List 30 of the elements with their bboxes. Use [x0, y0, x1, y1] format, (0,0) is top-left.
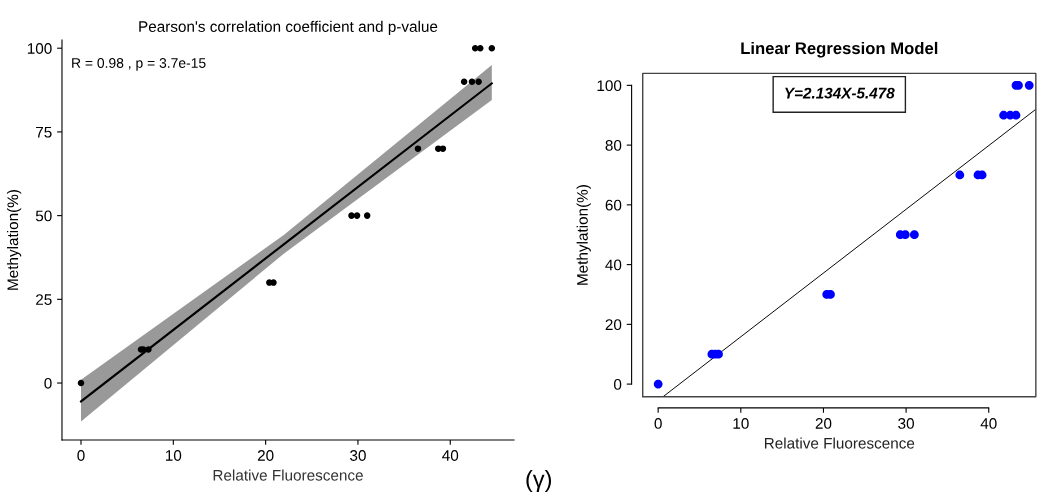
annotation: Y=2.134X-5.478: [785, 87, 895, 99]
x-tick-label: 0: [654, 418, 662, 429]
chart-title: Pearson's correlation coefficient and p-value: [139, 20, 438, 36]
annotation: R = 0.98 , p = 3.7e-15: [72, 58, 206, 71]
y-tick-label: 20: [605, 319, 622, 331]
y-tick-label: 100: [597, 80, 622, 92]
x-tick-label: 20: [257, 450, 274, 461]
x-axis-title: Relative Fluorescence: [213, 469, 363, 481]
x-tick-label: 30: [350, 450, 366, 461]
x-tick-label: 40: [980, 418, 997, 429]
text: (γ): [526, 470, 552, 493]
x-tick-label: 10: [165, 450, 182, 461]
y-tick-label: 60: [605, 199, 622, 211]
x-tick-label: 40: [442, 450, 459, 461]
y-tick-label: 40: [605, 259, 622, 271]
y-axis-title: Methylation(%): [576, 185, 591, 285]
y-tick-label: 0: [613, 378, 622, 390]
y-tick-label: 75: [36, 126, 52, 138]
chart-title: Linear Regression Model: [741, 41, 938, 58]
x-tick-label: 20: [815, 418, 832, 429]
x-tick-label: 0: [77, 450, 85, 461]
x-tick-label: 30: [898, 418, 914, 429]
y-tick-label: 0: [44, 377, 52, 389]
y-tick-label: 50: [35, 210, 52, 222]
x-axis-title: Relative Fluorescence: [764, 437, 915, 449]
y-tick-label: 100: [27, 43, 52, 54]
y-axis-title: Methylation(%): [6, 190, 22, 290]
x-tick-label: 10: [733, 418, 749, 429]
y-tick-label: 25: [36, 294, 52, 306]
y-tick-label: 80: [605, 139, 622, 151]
